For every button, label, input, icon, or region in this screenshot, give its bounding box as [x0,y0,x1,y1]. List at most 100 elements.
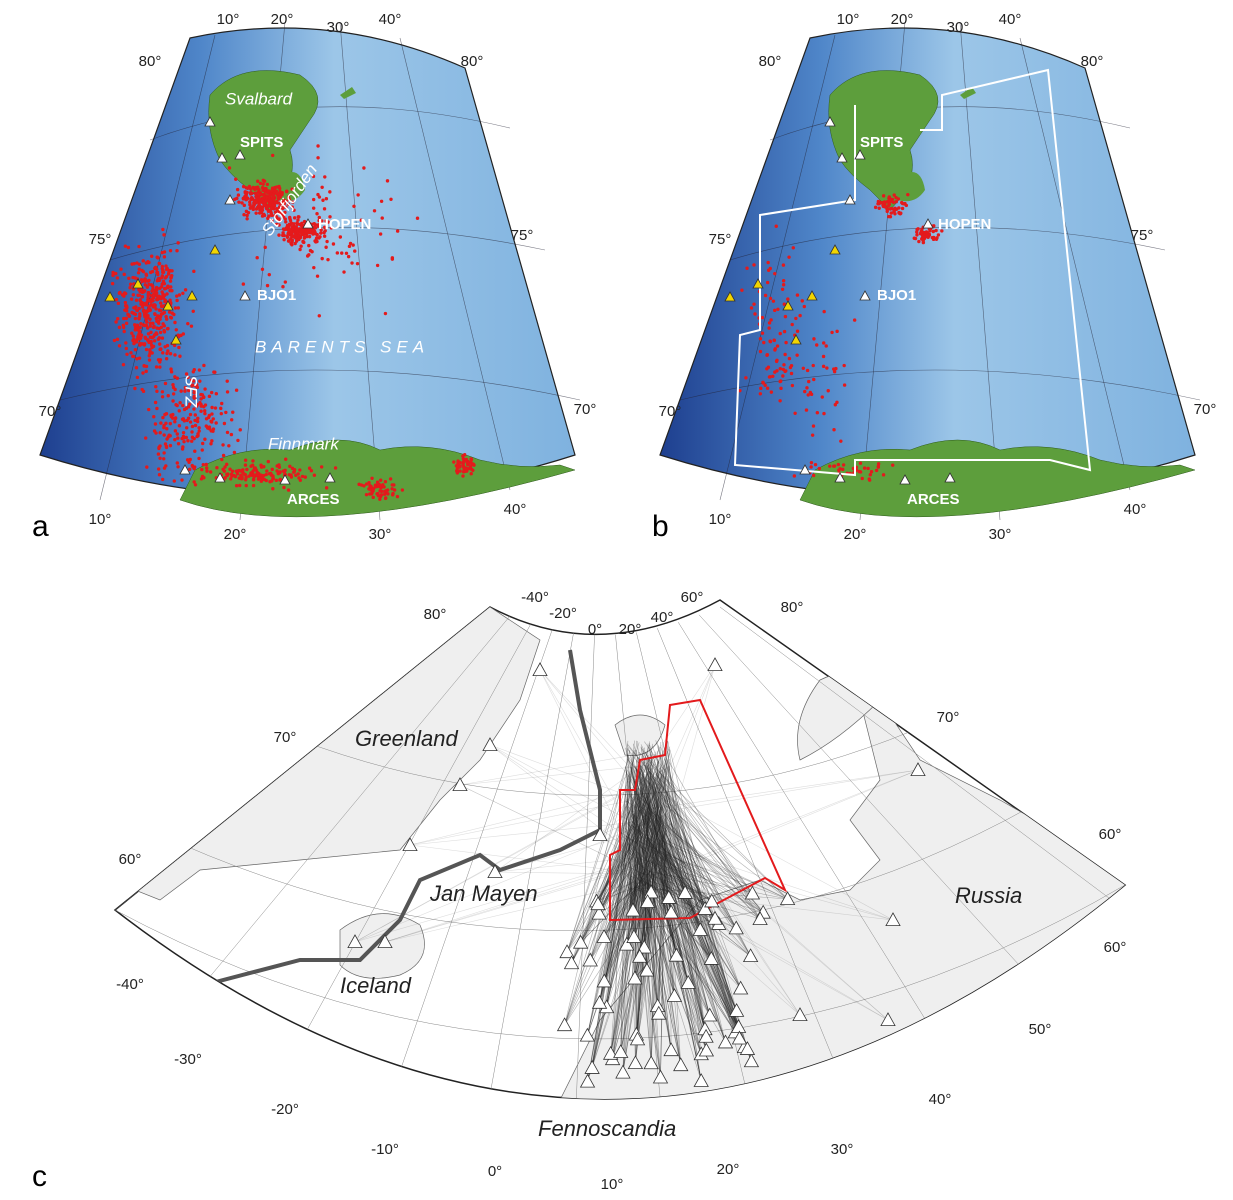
event [162,233,165,236]
event [320,257,323,260]
event [174,429,177,432]
event [157,277,160,280]
event [209,442,212,445]
event [761,331,764,334]
event [261,182,264,185]
graticule-label: 70° [1194,401,1217,418]
event [137,317,140,320]
panel-letter: c [32,1160,47,1193]
event [208,414,211,417]
event [182,332,185,335]
event [932,238,935,241]
event [139,302,142,305]
event [784,369,787,372]
event [828,464,831,467]
event [782,263,785,266]
event [122,317,125,320]
event [121,293,124,296]
event [835,330,838,333]
event [348,245,351,248]
event [209,420,212,423]
map-panel: SPITSHOPENBJO1ARCES10°20°30°40°80°75°70°… [652,11,1216,543]
event [156,316,159,319]
map-panel: SPITSHOPENBJO1ARCESSvalbardStorfjordenBA… [32,11,596,543]
event [138,298,141,301]
event [258,211,261,214]
event [154,422,157,425]
event [210,406,213,409]
event [118,344,121,347]
event [875,469,878,472]
event [244,194,247,197]
event [843,383,846,386]
event [315,212,318,215]
graticule-label: -20° [271,1101,299,1118]
event [225,463,228,466]
event [775,369,778,372]
event [239,428,242,431]
event [212,427,215,430]
event [759,350,762,353]
event [230,418,233,421]
event [220,402,223,405]
event [235,197,238,200]
event [776,344,779,347]
event [137,245,140,248]
event [271,154,274,157]
event [173,321,176,324]
event [157,337,160,340]
event [182,436,185,439]
event [135,340,138,343]
event [161,265,164,268]
event [173,479,176,482]
event [796,293,799,296]
event [325,240,328,243]
graticule-label: 70° [274,729,297,746]
event [277,233,280,236]
event [151,336,154,339]
event [861,477,864,480]
event [278,190,281,193]
event [192,437,195,440]
event [153,312,156,315]
event [151,322,154,325]
event [937,233,940,236]
event [165,357,168,360]
event [256,180,259,183]
event [750,306,753,309]
event [297,476,300,479]
event [199,410,202,413]
event [885,200,888,203]
event [783,353,786,356]
event [190,324,193,327]
event [208,395,211,398]
event [379,486,382,489]
event [130,297,133,300]
event [265,469,268,472]
event [203,438,206,441]
event [882,473,885,476]
event [178,355,181,358]
event [226,390,229,393]
event [118,292,121,295]
event [229,477,232,480]
event [345,252,348,255]
event [157,467,160,470]
event [384,312,387,315]
event [163,413,166,416]
event [205,417,208,420]
event [155,256,158,259]
event [267,460,270,463]
event [882,194,885,197]
graticule-label: 20° [717,1161,740,1178]
event [146,326,149,329]
event [150,344,153,347]
event [238,476,241,479]
event [456,471,459,474]
event [138,342,141,345]
event [244,463,247,466]
event [170,269,173,272]
event [245,191,248,194]
event [245,468,248,471]
